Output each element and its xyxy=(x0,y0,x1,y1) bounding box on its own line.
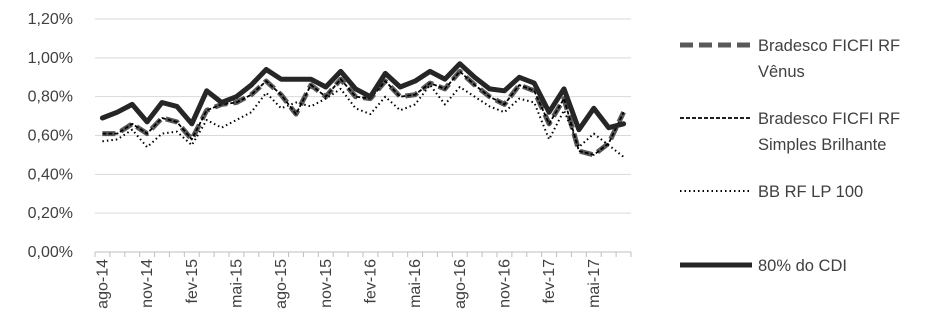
x-tick-label: ago-14 xyxy=(94,259,111,309)
legend-item: Bradesco FICFI RF Vênus xyxy=(680,37,900,81)
x-tick-label: mai-16 xyxy=(407,259,424,308)
y-axis: 0,00% 0,20% 0,40% 0,60% 0,80% 1,00% 1,20% xyxy=(28,11,73,261)
x-tick-label: fev-15 xyxy=(184,259,201,304)
legend: Bradesco FICFI RF Vênus Bradesco FICFI RF S… xyxy=(680,37,900,275)
legend-label: 80% do CDI xyxy=(758,257,847,275)
legend-item: BB RF LP 100 xyxy=(680,183,863,201)
x-axis: ago-14 nov-14 fev-15 mai-15 ago-15 nov-15 fev-… xyxy=(94,252,632,309)
series-line-1 xyxy=(102,68,626,158)
legend-item: 80% do CDI xyxy=(680,257,847,275)
y-tick-label: 1,20% xyxy=(28,11,73,28)
series-line-3 xyxy=(102,84,625,158)
x-tick-label: mai-15 xyxy=(228,259,245,308)
x-tick-label: fev-16 xyxy=(362,259,379,304)
y-tick-label: 0,40% xyxy=(28,166,73,183)
legend-label: Bradesco FICFI RF Simples Brilhante xyxy=(758,110,900,154)
series-line-2 xyxy=(102,70,625,156)
x-tick-label: ago-15 xyxy=(273,259,290,309)
y-tick-label: 0,20% xyxy=(28,205,73,222)
series-line-4 xyxy=(99,61,627,133)
x-tick-label: nov-16 xyxy=(496,259,513,308)
x-tick-label: ago-16 xyxy=(452,259,469,309)
x-tick-label: mai-17 xyxy=(586,259,603,308)
x-tick-label: fev-17 xyxy=(541,259,558,304)
y-tick-label: 0,80% xyxy=(28,89,73,106)
x-tick-label: nov-14 xyxy=(139,259,156,308)
y-tick-label: 1,00% xyxy=(28,50,73,67)
plot-area xyxy=(99,61,627,158)
x-tick-label: nov-15 xyxy=(318,259,335,308)
legend-label: Bradesco FICFI RF Vênus xyxy=(758,37,900,81)
y-tick-label: 0,00% xyxy=(28,244,73,261)
gridlines xyxy=(95,18,631,253)
y-tick-label: 0,60% xyxy=(28,128,73,145)
legend-item: Bradesco FICFI RF Simples Brilhante xyxy=(680,110,900,154)
legend-label: BB RF LP 100 xyxy=(758,183,863,201)
